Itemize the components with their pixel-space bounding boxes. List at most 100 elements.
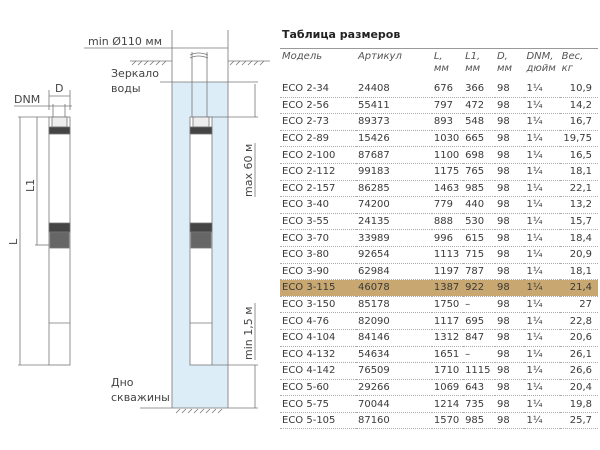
column-header-text: L1, — [465, 51, 481, 62]
table-row: ECO 4-142 76509 1710 1115 98 1¼ 26,6 — [280, 362, 598, 380]
table-cell: 1¼ — [524, 312, 560, 330]
column-header-text: Артикул — [357, 51, 402, 62]
column-header: L1, мм — [463, 49, 495, 82]
table-cell: 25,7 — [559, 412, 598, 430]
table-cell: 1¼ — [524, 329, 560, 347]
table-cell: 787 — [463, 263, 495, 281]
table-cell: ECO 4-142 — [280, 362, 356, 380]
table-cell: 1¼ — [524, 229, 560, 247]
table-cell: 893 — [431, 113, 464, 131]
table-cell: 26,1 — [559, 346, 598, 364]
table-cell: ECO 3-70 — [280, 229, 356, 247]
table-cell: ECO 2-89 — [280, 130, 356, 148]
column-header: L, мм — [432, 49, 463, 82]
table-cell: ECO 5-60 — [280, 379, 356, 397]
table-cell: 1069 — [431, 379, 464, 397]
size-table: Модель Артикул L, мм L1, мм D, мм DNM, дюйм Вес, кг… — [280, 48, 598, 430]
table-cell: 715 — [463, 246, 495, 264]
table-cell: 676 — [431, 81, 464, 98]
column-header: Артикул — [356, 49, 432, 82]
table-cell: – — [463, 346, 495, 364]
table-cell: 76509 — [355, 362, 432, 380]
column-header-text: L, — [433, 51, 443, 62]
table-cell: 1651 — [431, 346, 464, 364]
table-row: ECO 2-73 89373 893 548 98 1¼ 16,7 — [280, 113, 598, 131]
table-cell: 98 — [494, 346, 525, 364]
table-cell: 19,8 — [559, 395, 598, 413]
table-cell: 472 — [463, 97, 495, 115]
table-cell: 85178 — [355, 296, 432, 314]
table-row: ECO 3-70 33989 996 615 98 1¼ 18,4 — [280, 229, 598, 247]
table-cell: 765 — [463, 163, 495, 181]
table-cell: 1¼ — [524, 379, 560, 397]
table-cell: 14,2 — [559, 97, 598, 115]
table-cell: 1030 — [431, 130, 464, 148]
table-cell: 74200 — [355, 196, 432, 214]
table-cell: ECO 2-56 — [280, 97, 356, 115]
table-cell: ECO 4-132 — [280, 346, 356, 364]
table-row: ECO 2-89 15426 1030 665 98 1¼ 19,75 — [280, 130, 598, 148]
table-row: ECO 3-55 24135 888 530 98 1¼ 15,7 — [280, 213, 598, 231]
table-cell: 996 — [431, 229, 464, 247]
min-diameter-label: min Ø110 мм — [88, 35, 162, 48]
dim-D-label: D — [55, 82, 63, 95]
table-cell: 13,2 — [559, 196, 598, 214]
table-cell: 1¼ — [524, 146, 560, 164]
table-cell: 54634 — [355, 346, 432, 364]
table-cell: 665 — [463, 130, 495, 148]
table-cell: 1¼ — [524, 362, 560, 380]
table-cell: 643 — [463, 379, 495, 397]
table-cell: ECO 2-100 — [280, 146, 356, 164]
table-cell: – — [463, 296, 495, 314]
table-cell: ECO 2-157 — [280, 180, 356, 198]
table-cell: 888 — [431, 213, 464, 231]
table-cell: 10,9 — [559, 81, 598, 98]
table-row: ECO 3-40 74200 779 440 98 1¼ 13,2 — [280, 196, 598, 214]
table-cell: 1710 — [431, 362, 464, 380]
table-cell: 18,4 — [559, 229, 598, 247]
table-cell: 24408 — [355, 81, 432, 98]
table-cell: 98 — [494, 412, 525, 430]
table-row: ECO 3-90 62984 1197 787 98 1¼ 18,1 — [280, 263, 598, 281]
table-row: ECO 3-80 92654 1113 715 98 1¼ 20,9 — [280, 246, 598, 264]
pump-in-well — [189, 116, 213, 366]
table-row: ECO 4-104 84146 1312 847 98 1¼ 20,6 — [280, 329, 598, 347]
table-cell: 98 — [494, 163, 525, 181]
table-cell: 22,1 — [559, 180, 598, 198]
water-level-label-2: воды — [111, 82, 141, 95]
column-header-text: Вес, — [561, 51, 584, 62]
table-cell: 98 — [494, 146, 525, 164]
table-row: ECO 5-75 70044 1214 735 98 1¼ 19,8 — [280, 395, 598, 413]
table-cell: 1¼ — [524, 263, 560, 281]
table-cell: 1¼ — [524, 246, 560, 264]
table-cell: 29266 — [355, 379, 432, 397]
table-cell: ECO 2-73 — [280, 113, 356, 131]
table-cell: 26,6 — [559, 362, 598, 380]
table-cell: 847 — [463, 329, 495, 347]
table-cell: 62984 — [355, 263, 432, 281]
table-cell: 1117 — [431, 312, 464, 330]
table-cell: 797 — [431, 97, 464, 115]
table-cell: 98 — [494, 312, 525, 330]
column-header-text: мм — [465, 63, 481, 74]
table-cell: 779 — [431, 196, 464, 214]
table-cell: ECO 2-34 — [280, 81, 356, 98]
table-cell: 18,1 — [559, 263, 598, 281]
table-cell: ECO 4-76 — [280, 312, 356, 330]
table-cell: 530 — [463, 213, 495, 231]
table-cell: 1¼ — [524, 412, 560, 430]
table-cell: 99183 — [355, 163, 432, 181]
column-header-text: дюйм — [526, 63, 556, 74]
table-cell: 84146 — [355, 329, 432, 347]
table-cell: 87687 — [355, 146, 432, 164]
table-cell: 15,7 — [559, 213, 598, 231]
table-cell: 1¼ — [524, 279, 560, 297]
table-cell: 366 — [463, 81, 495, 98]
table-row: ECO 4-76 82090 1117 695 98 1¼ 22,8 — [280, 312, 598, 330]
dim-DNM-label: DNM — [14, 93, 40, 106]
table-cell: 15426 — [355, 130, 432, 148]
max-depth-label: max 60 м — [242, 144, 255, 197]
table-row: ECO 2-56 55411 797 472 98 1¼ 14,2 — [280, 97, 598, 115]
table-cell: 1¼ — [524, 296, 560, 314]
table-cell: ECO 3-150 — [280, 296, 356, 314]
